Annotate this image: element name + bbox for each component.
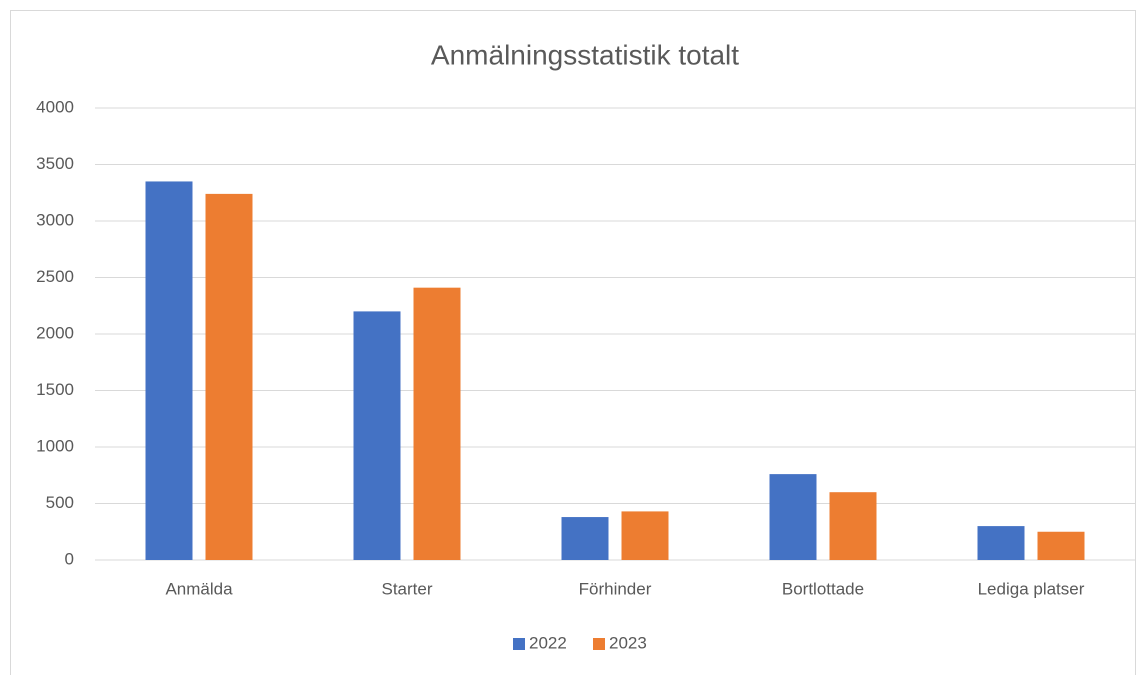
x-tick-label: Lediga platser (978, 579, 1085, 598)
y-tick-label: 2000 (36, 323, 74, 342)
bar (205, 193, 253, 560)
legend-label: 2022 (529, 633, 567, 652)
y-tick-label: 500 (46, 493, 74, 512)
legend-swatch (513, 638, 525, 650)
bar (145, 181, 193, 560)
bar (829, 492, 877, 560)
chart-border (10, 10, 1136, 675)
bar (413, 287, 461, 560)
x-tick-label: Starter (381, 579, 432, 598)
x-tick-label: Anmälda (165, 579, 233, 598)
bar (621, 511, 669, 560)
x-tick-label: Bortlottade (782, 579, 864, 598)
chart-title: Anmälningsstatistik totalt (431, 39, 739, 70)
y-tick-label: 1500 (36, 380, 74, 399)
y-tick-label: 2500 (36, 267, 74, 286)
y-tick-label: 3000 (36, 210, 74, 229)
y-tick-label: 4000 (36, 97, 74, 116)
bar (561, 517, 609, 560)
legend-swatch (593, 638, 605, 650)
x-tick-label: Förhinder (579, 579, 652, 598)
bar (769, 474, 817, 560)
y-tick-label: 3500 (36, 154, 74, 173)
bar (353, 311, 401, 560)
y-tick-label: 1000 (36, 436, 74, 455)
y-tick-label: 0 (65, 549, 74, 568)
legend-label: 2023 (609, 633, 647, 652)
bar (1037, 531, 1085, 560)
bar (977, 526, 1025, 560)
